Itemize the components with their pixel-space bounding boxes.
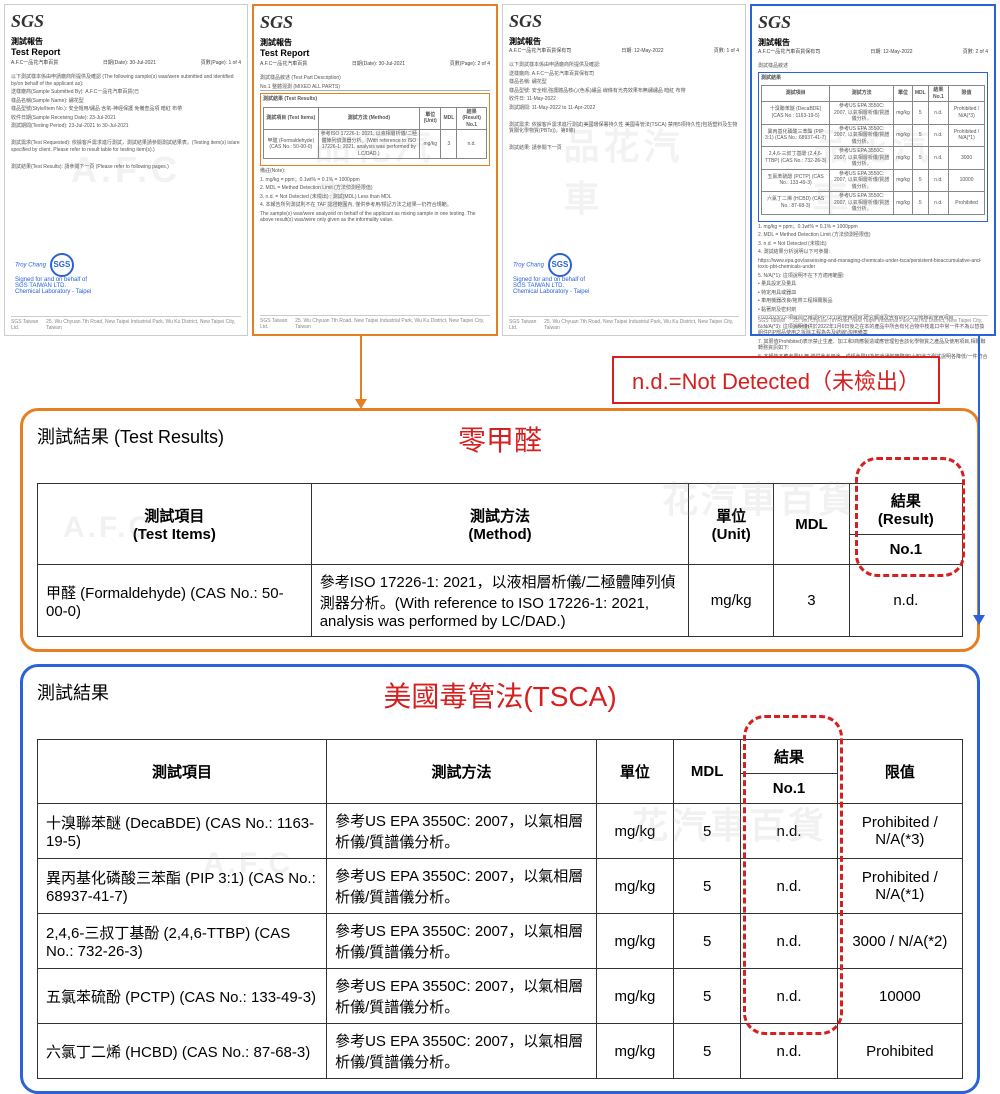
table-row: 十溴聯苯醚 (DecaBDE) (CAS No.: 1163-19-5)參考US… (38, 804, 963, 859)
report-2: SGS 測試報告 Test Report A.F.C一品花汽車百貨 日期(Dat… (252, 4, 498, 336)
table-row: 2,4,6-三叔丁基酚 (2,4,6-TTBP) (CAS No.: 732-2… (38, 914, 963, 969)
report-4-mini-table: 測試項目測試方法單位MDL結果 No.1限值十溴聯苯醚 (DecaBDE) (C… (761, 85, 985, 215)
table-formaldehyde: 測試項目 (Test Items)測試方法 (Method)單位 (Unit)M… (37, 483, 963, 637)
panel-blue-label: 測試結果 (37, 679, 109, 705)
table-row: 異丙基化磷酸三苯酯 (PIP 3:1) (CAS No.: 68937-41-7… (38, 859, 963, 914)
sgs-logo: SGS (758, 12, 988, 33)
report-1: SGS 測試報告 Test Report A.F.C一品花汽車百貨 日期(Dat… (4, 4, 248, 336)
report-4: SGS 測試報告 A.F.C一品花汽車百貨保有司 日期: 12-May-2022… (750, 4, 996, 336)
report-2-title-en: Test Report (260, 48, 490, 58)
report-4-meta: A.F.C一品花汽車百貨保有司 日期: 12-May-2022 頁數: 2 of… (758, 48, 988, 55)
reports-row: SGS 測試報告 Test Report A.F.C一品花汽車百貨 日期(Dat… (0, 0, 1000, 340)
sgs-logo: SGS (509, 11, 739, 32)
panel-tsca: 測試結果 美國毒管法(TSCA) 花汽車百貨 A.F.C 測試項目 測試方法 單… (20, 664, 980, 1094)
report-2-meta: A.F.C一品花汽車百貨 日期(Date): 30-Jul-2021 頁數(Pa… (260, 60, 490, 67)
table-row: 六氯丁二烯 (HCBD) (CAS No.: 87-68-3)參考US EPA … (38, 1024, 963, 1079)
report-3-title-cn: 測試報告 (509, 36, 739, 47)
report-3-meta: A.F.C一品花汽車百貨保有司 日期: 12-May-2022 頁數: 1 of… (509, 47, 739, 54)
report-2-title-cn: 測試報告 (260, 37, 490, 48)
report-2-body: 測試樣品敘述 (Test Part Description) No.1 整體混測… (260, 75, 490, 224)
stamp: Troy ChangSGS Signed for and on behalf o… (15, 253, 91, 295)
panel-formaldehyde: 測試結果 (Test Results) 零甲醛 花汽車百貨 A.F.C 測試項目… (20, 408, 980, 652)
report-1-title-en: Test Report (11, 47, 241, 57)
nd-definition-box: n.d.=Not Detected（未檢出） (612, 356, 940, 404)
report-footer: SGS Taiwan Ltd. 25. Wu Chyuan 7th Road, … (509, 316, 739, 331)
panel-orange-title: 零甲醛 (458, 419, 542, 459)
report-1-body: 以下測試樣本係由申請廠商所提供及確認 (The following sample… (11, 74, 241, 170)
panel-blue-title: 美國毒管法(TSCA) (383, 675, 616, 715)
table-tsca: 測試項目 測試方法 單位 MDL 結果 限值 No.1 十溴聯苯醚 (DecaB… (37, 739, 963, 1079)
report-4-title-cn: 測試報告 (758, 37, 988, 48)
report-footer: SGS Taiwan Ltd. 25. Wu Chyuan 7th Road, … (758, 315, 988, 330)
report-footer: SGS Taiwan Ltd. 25. Wu Chyuan 7th Road, … (11, 316, 241, 331)
arrow-orange (360, 335, 362, 407)
arrow-blue (978, 335, 980, 623)
sgs-logo: SGS (260, 12, 490, 33)
report-2-mini-table: 測試項目 (Test Items)測試方法 (Method)單位 (Unit)M… (263, 107, 487, 160)
sgs-logo: SGS (11, 11, 241, 32)
report-1-meta: A.F.C一品花汽車百貨 日期(Date): 30-Jul-2021 頁數(Pa… (11, 59, 241, 66)
report-3-body: 以下測試樣本係由申請廠商所提供及確認:送樣廠商: A.F.C一品花汽車百貨保有司… (509, 62, 739, 152)
table-row: 五氯苯硫酚 (PCTP) (CAS No.: 133-49-3)參考US EPA… (38, 969, 963, 1024)
report-1-title-cn: 測試報告 (11, 36, 241, 47)
report-3: SGS 測試報告 A.F.C一品花汽車百貨保有司 日期: 12-May-2022… (502, 4, 746, 336)
stamp: Troy ChangSGS Signed for and on behalf o… (513, 253, 589, 295)
report-footer: SGS Taiwan Ltd. 25. Wu Chyuan 7th Road, … (260, 315, 490, 330)
panel-orange-label: 測試結果 (Test Results) (37, 423, 224, 449)
